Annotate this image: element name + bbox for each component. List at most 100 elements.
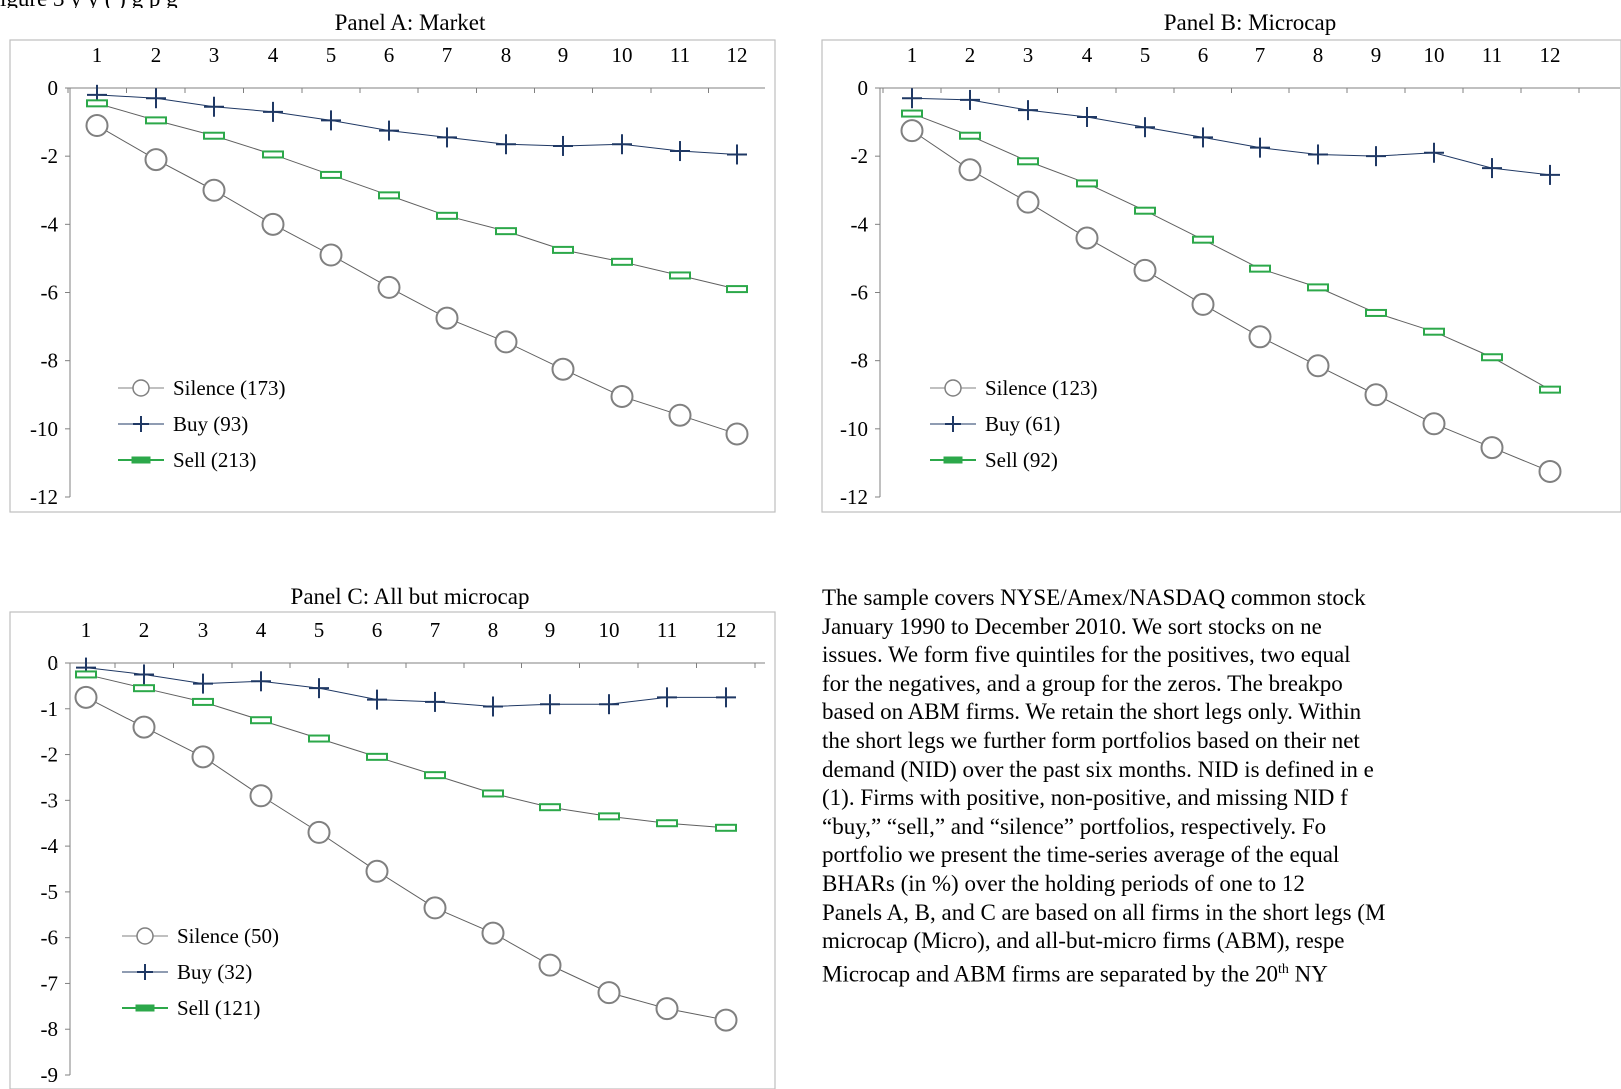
panel-b-title: Panel B: Microcap <box>1163 10 1337 35</box>
sell-point <box>669 271 691 280</box>
silence-point <box>1016 190 1040 214</box>
silence-point <box>85 113 109 137</box>
silence-point <box>202 178 226 202</box>
silence-point <box>423 896 447 920</box>
y-tick-label: -9 <box>41 1063 59 1087</box>
silence-point <box>307 820 331 844</box>
silence-point <box>1133 258 1157 282</box>
description-line: microcap (Micro), and all-but-micro firm… <box>822 928 1345 954</box>
description-superscript: th <box>1278 961 1289 977</box>
panel-c-title: Panel C: All but microcap <box>290 584 530 609</box>
x-tick-label: 9 <box>558 43 569 67</box>
description-line: for the negatives, and a group for the z… <box>822 670 1343 696</box>
legend-dash-marker <box>131 456 151 464</box>
legend-label: Sell (213) <box>173 448 256 472</box>
x-tick-label: 10 <box>612 43 633 67</box>
x-tick-label: 7 <box>430 618 441 642</box>
y-tick-label: 0 <box>858 76 869 100</box>
y-tick-label: -4 <box>851 212 869 236</box>
y-tick-label: -10 <box>840 417 868 441</box>
series-line <box>96 102 738 290</box>
y-tick-label: -8 <box>41 349 59 373</box>
silence-point <box>900 119 924 143</box>
sell-point <box>424 771 446 780</box>
sell-point <box>715 823 737 832</box>
silence-point <box>132 715 156 739</box>
sell-point <box>320 170 342 179</box>
y-tick-label: -4 <box>41 834 59 858</box>
y-tick-label: 0 <box>48 651 59 675</box>
x-tick-label: 2 <box>139 618 150 642</box>
silence-point <box>494 330 518 354</box>
sell-point <box>1076 179 1098 188</box>
x-tick-label: 8 <box>1313 43 1324 67</box>
x-tick-label: 3 <box>1023 43 1034 67</box>
sell-point <box>1539 385 1561 394</box>
header-fragment: igure 3 y y ( ) g p g <box>0 0 1621 8</box>
legend-label: Sell (121) <box>177 996 260 1020</box>
y-tick-label: -2 <box>41 144 59 168</box>
silence-point <box>365 859 389 883</box>
sell-point <box>552 245 574 254</box>
sell-point <box>598 812 620 821</box>
sell-point <box>75 670 97 679</box>
sell-point <box>1307 283 1329 292</box>
silence-point <box>958 158 982 182</box>
sell-point <box>86 99 108 108</box>
legend-label: Silence (50) <box>177 924 279 948</box>
y-tick-label: -1 <box>41 697 59 721</box>
silence-point <box>74 685 98 709</box>
silence-point <box>668 403 692 427</box>
x-tick-label: 6 <box>384 43 395 67</box>
chart-frame <box>9 39 776 513</box>
y-tick-label: -12 <box>840 485 868 509</box>
sell-point <box>308 734 330 743</box>
legend-label: Silence (123) <box>985 376 1098 400</box>
legend-label: Buy (93) <box>173 412 248 436</box>
x-tick-label: 4 <box>256 618 267 642</box>
sell-point <box>495 227 517 236</box>
silence-point <box>538 953 562 977</box>
y-tick-label: -5 <box>41 880 59 904</box>
series-line <box>911 97 1551 176</box>
silence-point <box>191 745 215 769</box>
chart-frame <box>9 611 776 1089</box>
x-tick-label: 10 <box>1424 43 1445 67</box>
x-tick-label: 11 <box>1482 43 1502 67</box>
silence-point <box>725 422 749 446</box>
x-tick-label: 8 <box>501 43 512 67</box>
description-line: BHARs (in %) over the holding periods of… <box>822 870 1305 896</box>
sell-point <box>203 131 225 140</box>
description-line: “buy,” “sell,” and “silence” portfolios,… <box>822 813 1327 839</box>
y-tick-label: -12 <box>30 485 58 509</box>
chart-frame <box>821 39 1621 513</box>
x-tick-label: 12 <box>727 43 748 67</box>
x-tick-label: 5 <box>326 43 337 67</box>
series-line <box>911 113 1551 391</box>
x-tick-label: 1 <box>92 43 103 67</box>
x-tick-label: 1 <box>81 618 92 642</box>
y-tick-label: -6 <box>41 281 59 305</box>
y-tick-label: -7 <box>41 971 59 995</box>
description-line: based on ABM firms. We retain the short … <box>822 699 1362 725</box>
legend-dash-marker <box>943 456 963 464</box>
x-tick-label: 4 <box>1082 43 1093 67</box>
y-tick-label: -4 <box>41 212 59 236</box>
sell-point <box>726 285 748 294</box>
legend-label: Sell (92) <box>985 448 1058 472</box>
x-tick-label: 9 <box>545 618 556 642</box>
sell-point <box>145 116 167 125</box>
x-tick-label: 12 <box>716 618 737 642</box>
silence-point <box>714 1008 738 1032</box>
sell-point <box>482 789 504 798</box>
sell-point <box>611 257 633 266</box>
silence-point <box>1480 436 1504 460</box>
legend-label: Buy (32) <box>177 960 252 984</box>
y-tick-label: -10 <box>30 417 58 441</box>
description-line: portfolio we present the time-series ave… <box>822 842 1340 868</box>
x-tick-label: 4 <box>268 43 279 67</box>
sell-point <box>250 716 272 725</box>
sell-point <box>1017 157 1039 166</box>
x-tick-label: 10 <box>599 618 620 642</box>
